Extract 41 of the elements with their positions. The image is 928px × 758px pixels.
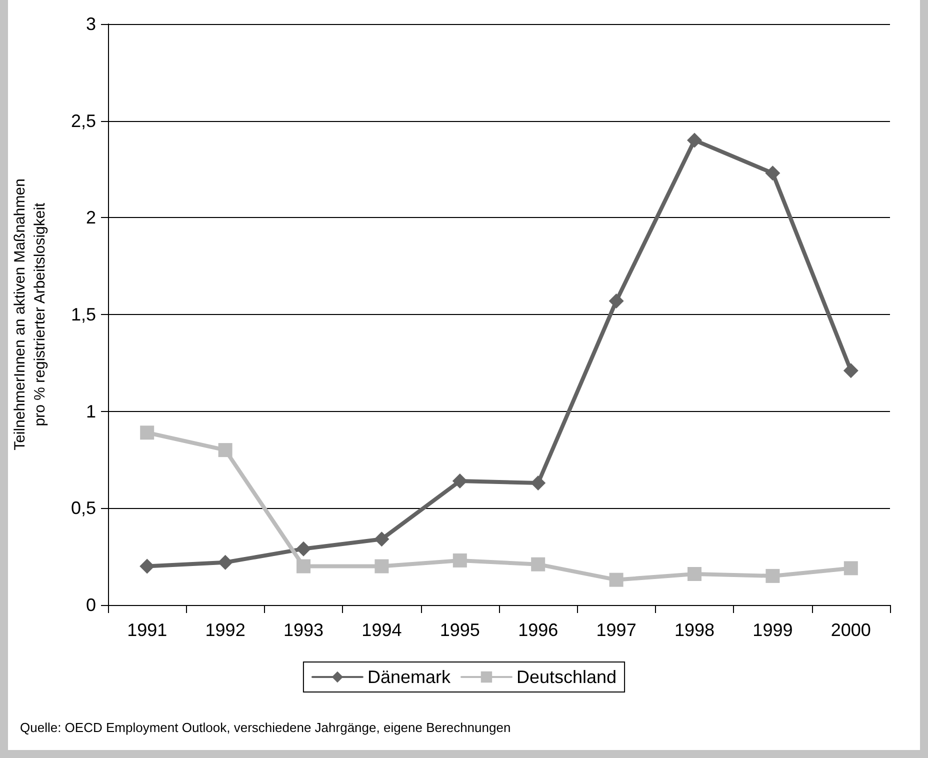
point [218, 443, 232, 458]
point [843, 363, 858, 378]
point [608, 293, 624, 308]
point [766, 568, 780, 583]
x-tick-label: 1991 [127, 620, 168, 640]
y-axis-title: TeilnehmerInnen an aktiven Maßnahmen pro % registrierter Arbeitslosigkeit [12, 178, 48, 450]
x-tick-label: 1995 [440, 620, 480, 640]
point [687, 132, 702, 148]
x-tick-label: 2000 [830, 620, 871, 640]
y-tick-label: 0 [86, 595, 96, 615]
x-tick-label: 1999 [752, 620, 793, 640]
point [140, 558, 155, 574]
point [140, 426, 154, 440]
x-tick-label: 1996 [518, 620, 558, 640]
point [765, 166, 780, 181]
point [530, 475, 546, 490]
point [688, 567, 702, 582]
source-note: Quelle: OECD Employment Outlook, verschiedene Jahrgänge, eigene Berechnungen [20, 720, 511, 735]
y-tick-label: 1,5 [70, 304, 96, 324]
point [531, 557, 546, 572]
x-tick-label: 1992 [205, 620, 246, 640]
point [452, 553, 467, 568]
x-tick-label: 1994 [362, 620, 402, 640]
legend-label: Dänemark [367, 667, 452, 687]
y-tick-label: 0,5 [70, 498, 96, 518]
point [296, 541, 311, 556]
point [452, 474, 468, 489]
x-tick-label: 1993 [283, 620, 324, 640]
point [374, 532, 390, 547]
y-tick-label: 1 [86, 401, 96, 422]
point [296, 559, 310, 574]
y-tick-label: 2,5 [70, 110, 96, 131]
x-tick-label: 1998 [674, 620, 715, 640]
point [374, 559, 389, 574]
point [218, 554, 233, 570]
legend-label: Deutschland [516, 667, 617, 687]
x-tick-label: 1997 [596, 620, 636, 640]
point [609, 572, 624, 587]
point [844, 561, 858, 576]
y-tick-label: 2 [86, 208, 96, 228]
y-tick-label: 3 [86, 14, 96, 34]
